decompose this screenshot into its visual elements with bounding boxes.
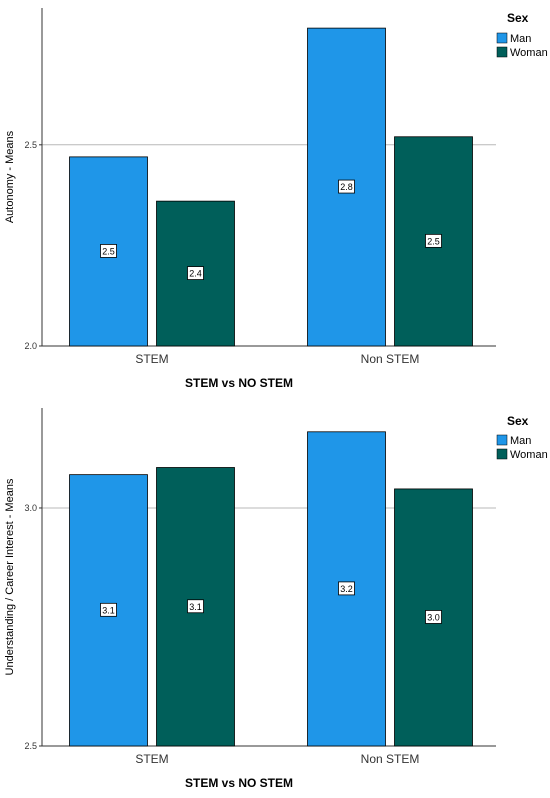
data-label: 3.1 [102,605,115,615]
x-tick-label: Non STEM [361,752,420,766]
data-label: 3.0 [427,612,440,622]
legend: Sex Man Woman [496,11,548,59]
data-label: 2.8 [340,182,353,192]
legend-label-man: Man [510,435,531,447]
legend-swatch-woman [496,46,508,58]
data-label-box [425,610,442,624]
legend-title: Sex [507,11,529,25]
y-tick-label: 2.0 [24,341,37,351]
y-tick-label: 2.5 [24,140,37,150]
x-tick-label: STEM [135,752,168,766]
y-axis-title: Autonomy - Means [4,130,16,223]
legend-swatch-man [496,32,508,44]
data-label: 2.5 [102,246,115,256]
y-tick-label: 3.0 [24,503,37,513]
chart-2: 2.5 3.0 3.1 3.1 STEM 3.2 3.0 Non STEM STEM vs NO… [4,408,548,790]
legend-label-woman: Woman [510,47,548,59]
x-axis-title: STEM vs NO STEM [185,376,293,390]
data-label-box [100,602,117,617]
x-axis-title: STEM vs NO STEM [185,776,293,790]
chart-1: 2.0 2.5 2.5 2.4 STEM 2.8 2.5 Non STEM STEM vs NO… [4,8,548,390]
legend-swatch-man [496,434,508,446]
legend: Sex Man Woman [496,414,548,461]
data-label: 3.2 [340,584,353,594]
data-label: 2.5 [427,236,440,246]
x-tick-label: Non STEM [361,352,420,366]
data-label-box [338,581,355,596]
data-label-box [100,244,117,258]
data-label-box [187,599,204,614]
y-axis-title: Understanding / Career Interest - Means [4,478,16,675]
data-label: 2.4 [189,269,202,279]
legend-swatch-woman [496,448,508,460]
legend-label-woman: Woman [510,449,548,461]
x-tick-label: STEM [135,352,168,366]
data-label-box [425,233,442,248]
y-tick-label: 2.5 [24,741,37,751]
data-label-box [338,179,355,194]
data-label-box [187,266,204,280]
legend-title: Sex [507,414,529,428]
legend-label-man: Man [510,33,531,45]
data-label: 3.1 [189,602,202,612]
